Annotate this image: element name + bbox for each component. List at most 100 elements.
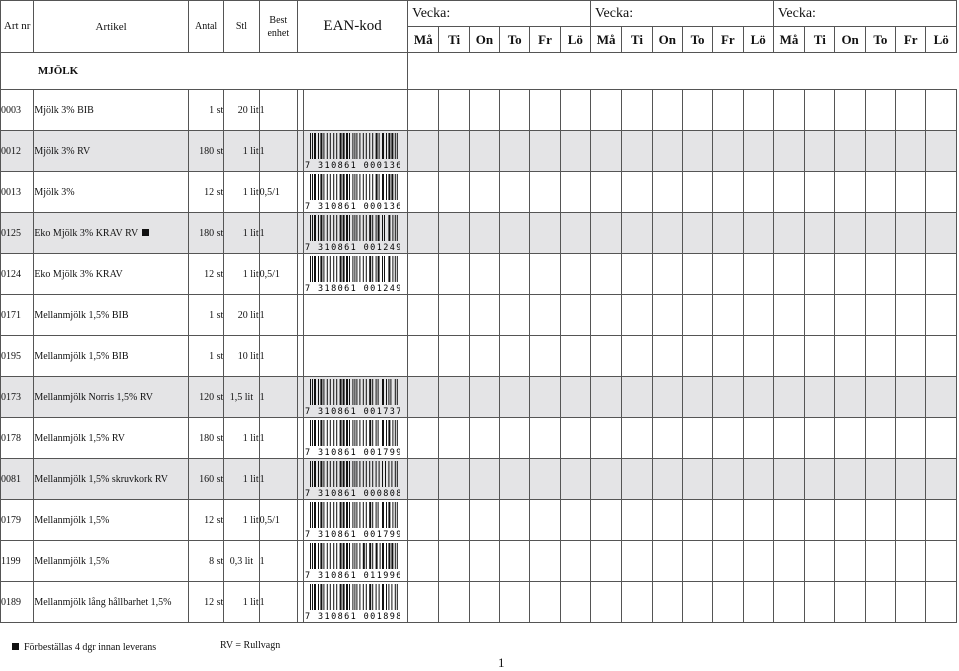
order-cell[interactable] [925, 171, 957, 213]
order-cell[interactable] [772, 581, 806, 623]
order-cell[interactable] [712, 171, 744, 213]
order-cell[interactable] [925, 335, 957, 377]
order-cell[interactable] [742, 581, 774, 623]
order-cell[interactable] [499, 540, 531, 582]
order-cell[interactable] [804, 499, 836, 541]
order-cell[interactable] [864, 294, 897, 336]
order-cell[interactable] [499, 212, 531, 254]
order-cell[interactable] [438, 335, 470, 377]
order-cell[interactable] [651, 458, 683, 500]
order-cell[interactable] [499, 335, 531, 377]
order-cell[interactable] [499, 130, 531, 172]
order-cell[interactable] [559, 130, 592, 172]
order-cell[interactable] [468, 499, 501, 541]
order-cell[interactable] [559, 253, 592, 295]
order-cell[interactable] [925, 540, 957, 582]
order-cell[interactable] [834, 212, 866, 254]
order-cell[interactable] [864, 253, 897, 295]
order-cell[interactable] [804, 458, 836, 500]
order-cell[interactable] [589, 581, 623, 623]
order-cell[interactable] [621, 171, 653, 213]
order-cell[interactable] [681, 499, 714, 541]
order-cell[interactable] [895, 417, 927, 459]
order-cell[interactable] [559, 581, 592, 623]
order-cell[interactable] [651, 171, 683, 213]
order-cell[interactable] [529, 376, 561, 418]
order-cell[interactable] [772, 335, 806, 377]
order-cell[interactable] [895, 253, 927, 295]
order-cell[interactable] [712, 212, 744, 254]
order-cell[interactable] [925, 458, 957, 500]
order-cell[interactable] [772, 253, 806, 295]
order-cell[interactable] [407, 376, 440, 418]
order-cell[interactable] [559, 335, 592, 377]
order-cell[interactable] [804, 335, 836, 377]
order-cell[interactable] [589, 458, 623, 500]
order-cell[interactable] [895, 540, 927, 582]
order-cell[interactable] [651, 130, 683, 172]
order-cell[interactable] [712, 89, 744, 131]
order-cell[interactable] [895, 499, 927, 541]
order-cell[interactable] [864, 212, 897, 254]
order-cell[interactable] [499, 417, 531, 459]
order-cell[interactable] [589, 417, 623, 459]
order-cell[interactable] [712, 335, 744, 377]
order-cell[interactable] [621, 89, 653, 131]
order-cell[interactable] [651, 294, 683, 336]
order-cell[interactable] [468, 89, 501, 131]
order-cell[interactable] [834, 253, 866, 295]
order-cell[interactable] [834, 458, 866, 500]
order-cell[interactable] [712, 417, 744, 459]
order-cell[interactable] [651, 253, 683, 295]
order-cell[interactable] [804, 417, 836, 459]
order-cell[interactable] [651, 376, 683, 418]
order-cell[interactable] [529, 581, 561, 623]
order-cell[interactable] [589, 212, 623, 254]
order-cell[interactable] [438, 499, 470, 541]
order-cell[interactable] [712, 458, 744, 500]
order-cell[interactable] [681, 294, 714, 336]
order-cell[interactable] [712, 253, 744, 295]
order-cell[interactable] [499, 499, 531, 541]
order-cell[interactable] [529, 89, 561, 131]
order-cell[interactable] [772, 376, 806, 418]
order-cell[interactable] [712, 540, 744, 582]
order-cell[interactable] [651, 581, 683, 623]
order-cell[interactable] [621, 294, 653, 336]
order-cell[interactable] [589, 89, 623, 131]
order-cell[interactable] [864, 499, 897, 541]
order-cell[interactable] [407, 171, 440, 213]
order-cell[interactable] [621, 253, 653, 295]
order-cell[interactable] [559, 376, 592, 418]
order-cell[interactable] [895, 376, 927, 418]
order-cell[interactable] [864, 335, 897, 377]
order-cell[interactable] [895, 171, 927, 213]
order-cell[interactable] [407, 581, 440, 623]
order-cell[interactable] [834, 499, 866, 541]
order-cell[interactable] [438, 294, 470, 336]
order-cell[interactable] [407, 294, 440, 336]
order-cell[interactable] [559, 458, 592, 500]
order-cell[interactable] [772, 89, 806, 131]
order-cell[interactable] [895, 581, 927, 623]
order-cell[interactable] [864, 458, 897, 500]
order-cell[interactable] [681, 335, 714, 377]
order-cell[interactable] [834, 89, 866, 131]
order-cell[interactable] [407, 253, 440, 295]
order-cell[interactable] [712, 581, 744, 623]
order-cell[interactable] [499, 376, 531, 418]
order-cell[interactable] [559, 294, 592, 336]
order-cell[interactable] [499, 253, 531, 295]
order-cell[interactable] [499, 581, 531, 623]
order-cell[interactable] [559, 212, 592, 254]
order-cell[interactable] [559, 89, 592, 131]
order-cell[interactable] [804, 89, 836, 131]
order-cell[interactable] [468, 581, 501, 623]
order-cell[interactable] [589, 130, 623, 172]
order-cell[interactable] [468, 253, 501, 295]
order-cell[interactable] [834, 581, 866, 623]
order-cell[interactable] [651, 335, 683, 377]
order-cell[interactable] [529, 499, 561, 541]
order-cell[interactable] [589, 294, 623, 336]
order-cell[interactable] [407, 130, 440, 172]
